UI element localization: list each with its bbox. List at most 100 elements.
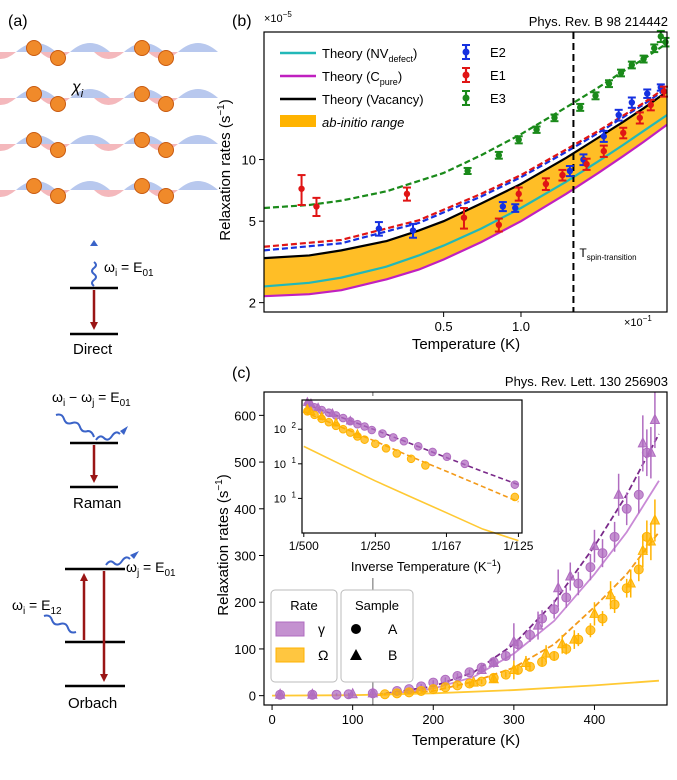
panel-b-citation: Phys. Rev. B 98 214442 [529, 14, 668, 29]
circle-marker [633, 489, 644, 500]
legend-label: Theory (Cpure) [322, 69, 402, 87]
atom [158, 188, 174, 204]
triangle-marker [307, 688, 318, 699]
x-tick-label: 100 [342, 712, 364, 727]
data-point [636, 114, 644, 121]
circle-marker [464, 667, 475, 678]
orbach-left-equation: ωi = E12 [12, 597, 62, 617]
orbach-arrowhead [130, 551, 139, 559]
chi-label: χi [70, 79, 84, 100]
series-line [263, 42, 668, 210]
rate-legend-title: Rate [290, 598, 317, 613]
data-point [644, 90, 651, 97]
circle-marker [460, 459, 470, 469]
circle-marker [338, 413, 348, 423]
atom [134, 40, 150, 56]
panel-c-xlabel: Temperature (K) [412, 732, 520, 749]
circle-marker [585, 562, 596, 573]
legend-label: Theory (NVdefect) [322, 46, 417, 64]
x-tick-label: 200 [422, 712, 444, 727]
panel-b-plot-area: Tspin-transition 0.5 1.0 2 5 10 Theory (NVdefe… [242, 29, 670, 334]
data-point [628, 61, 636, 69]
data-point [615, 111, 622, 119]
triangle-marker [345, 415, 355, 425]
blue-lobe [70, 135, 110, 144]
panel-c: (c) Phys. Rev. Lett. 130 256903 0 100 200 3… [214, 365, 668, 749]
data-point [592, 92, 599, 99]
inset-y-tick-label: 10 [274, 493, 286, 505]
pink-lobe [0, 190, 16, 197]
circle-marker [360, 435, 369, 444]
atom [158, 142, 174, 158]
inset-xlabel: Inverse Temperature (K−1) [351, 558, 501, 574]
blue-lobe [70, 89, 110, 98]
sample-legend-label: B [388, 647, 397, 663]
circle-marker [440, 682, 451, 693]
panel-c-ylabel: Relaxation rates (s−1) [214, 474, 232, 615]
data-point [515, 190, 522, 198]
direct-phonon-arrowhead [90, 240, 98, 246]
blue-lobe [70, 181, 110, 190]
sample-legend-title: Sample [355, 598, 399, 613]
data-point [403, 190, 411, 198]
circle-marker [585, 625, 596, 636]
rate-legend-label: γ [318, 621, 325, 637]
atom [26, 40, 42, 56]
legend-marker-point [462, 94, 470, 102]
circle-marker [549, 650, 560, 661]
triangle-marker [532, 618, 544, 630]
circle-marker [371, 439, 380, 449]
legend-marker-label: E2 [490, 45, 506, 60]
data-point [628, 99, 636, 106]
inset-x-tick-label: 1/125 [503, 539, 533, 553]
data-point [647, 101, 654, 109]
y-tick-label: 500 [234, 455, 256, 470]
circle-marker [388, 433, 398, 442]
circle-marker [324, 417, 334, 427]
series-line [263, 85, 668, 248]
circle-marker [609, 531, 620, 542]
legend-marker-point [462, 71, 470, 79]
circle-marker [428, 684, 439, 695]
y-tick-label: 10 [242, 153, 256, 168]
rate-legend-swatch [275, 647, 305, 663]
triangle-marker [589, 539, 600, 551]
data-point [551, 114, 558, 121]
orbach-process: ωi = E12 ωj = E01 Orbach [12, 551, 176, 712]
orbach-outgoing-wave [105, 556, 131, 566]
series-line [263, 123, 668, 298]
triangle-marker [649, 513, 661, 525]
triangle-marker [331, 417, 341, 427]
triangle-marker [564, 569, 576, 581]
legend-label: ab-initio range [322, 115, 404, 130]
data-point [617, 69, 625, 77]
pink-lobe [0, 144, 16, 151]
triangle-marker [625, 576, 637, 588]
raman-equation: ωi − ωj = E01 [52, 389, 131, 409]
data-point [515, 136, 522, 143]
data-point [566, 167, 574, 175]
circle-marker [510, 492, 520, 502]
raman-arrowhead [120, 426, 128, 435]
panel-a-label: (a) [8, 13, 28, 30]
raman-incoming-wave [55, 413, 95, 438]
circle-marker [421, 461, 430, 470]
triangle-marker [508, 635, 520, 646]
triangle-marker [313, 402, 323, 412]
inset-x-tick-label: 1/500 [289, 539, 319, 553]
triangle-marker [649, 413, 661, 425]
panel-b-ylabel: Relaxation rates (s−1) [216, 99, 234, 240]
data-point [600, 133, 607, 140]
circle-marker [500, 650, 511, 661]
circle-marker [609, 599, 620, 610]
inset-fit-line [303, 402, 519, 486]
blue-lobe [70, 43, 110, 52]
pink-lobe [94, 52, 124, 59]
y-tick-label: 0 [249, 689, 256, 704]
triangle-marker [645, 446, 657, 457]
data-point [583, 160, 590, 168]
data-point [495, 152, 503, 159]
inset-y-tick-exponent: 2 [292, 421, 297, 430]
